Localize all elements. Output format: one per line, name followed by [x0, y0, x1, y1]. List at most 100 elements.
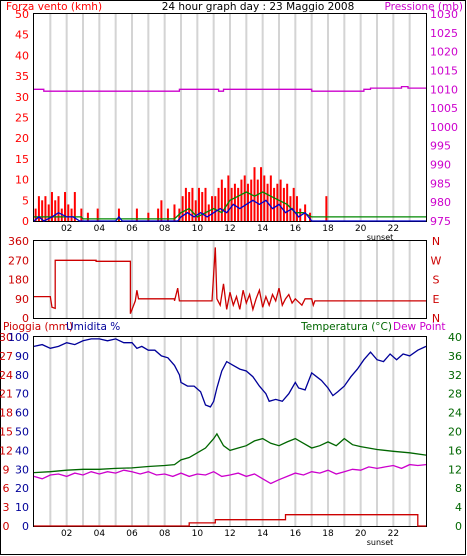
pressure-tick-label: 1015: [430, 64, 458, 77]
pressure-tick-label: 1010: [430, 83, 458, 96]
humidity-tick-label: 70: [15, 388, 29, 401]
pressure-tick-label: 975: [430, 215, 451, 228]
rain-line: [34, 514, 426, 527]
gust-bar: [147, 212, 150, 221]
pressure-line: [34, 85, 426, 92]
gust-bar: [197, 187, 200, 221]
direction-tick-label: 0: [22, 312, 29, 325]
gust-bar: [201, 192, 204, 221]
sunset-label-bottom: sunset: [367, 538, 394, 547]
temperature-line: [33, 432, 427, 474]
wind-tick-label: 0: [22, 215, 29, 228]
gust-bar: [160, 200, 163, 221]
wind-speed-axis: 0 5 10 15 20 25 30 35 40 45 50: [15, 8, 29, 228]
pressure-tick-label: 980: [430, 196, 451, 209]
sunset-label-top: sunset: [367, 233, 394, 242]
temperature-tick-label: 4: [455, 501, 462, 514]
pressure-tick-label: 1005: [430, 102, 458, 115]
wind-tick-label: 45: [15, 29, 29, 42]
gust-bar: [57, 196, 60, 221]
rain-tick-label: 15: [0, 426, 13, 439]
gust-bar: [240, 179, 243, 221]
hour-tick-label: 14: [257, 529, 269, 539]
gust-bar: [80, 208, 83, 221]
gust-bar: [237, 187, 240, 221]
humidity-axis-title: Umidita %: [66, 321, 120, 333]
gust-bar: [269, 175, 272, 221]
gust-bar: [184, 187, 187, 221]
temperature-tick-label: 0: [455, 520, 462, 533]
wind-tick-label: 35: [15, 70, 29, 83]
chart-title: 24 hour graph day : 23 Maggio 2008: [162, 1, 355, 13]
gust-bar: [217, 187, 220, 221]
humidity-tick-label: 10: [15, 501, 29, 514]
gust-bar: [41, 200, 44, 221]
humidity-tick-label: 30: [15, 463, 29, 476]
hour-tick-label: 20: [355, 224, 367, 234]
wind-tick-label: 40: [15, 49, 29, 62]
wind-speed-line: [33, 199, 426, 222]
gust-bar: [157, 208, 160, 221]
hour-tick-label: 12: [224, 224, 235, 234]
rain-tick-label: 3: [3, 501, 10, 514]
gust-bar: [34, 208, 37, 221]
pressure-tick-label: 990: [430, 159, 451, 172]
temperature-tick-label: 12: [448, 463, 462, 476]
direction-plot-border: [33, 240, 427, 319]
gust-bar: [64, 192, 67, 221]
gust-bar: [214, 196, 217, 221]
pressure-tick-label: 1000: [430, 121, 458, 134]
hour-tick-label: 18: [322, 224, 334, 234]
temperature-tick-label: 16: [448, 444, 462, 457]
rain-tick-label: 27: [0, 350, 13, 363]
gust-bar: [135, 208, 138, 221]
gust-bar: [286, 183, 289, 221]
pressure-axis-title: Pressione (mb): [384, 1, 463, 13]
hour-tick-label: 06: [126, 529, 138, 539]
gust-bar: [256, 179, 259, 221]
hour-tick-label: 12: [224, 529, 235, 539]
rain-tick-label: 6: [3, 482, 10, 495]
rht-plot-border: [33, 336, 427, 527]
direction-tick-label: 270: [8, 254, 29, 267]
gust-bar: [263, 175, 266, 221]
gust-bar: [309, 212, 312, 221]
hour-tick-label: 14: [257, 224, 269, 234]
pressure-tick-label: 1025: [430, 27, 458, 40]
hour-tick-label: 16: [290, 224, 302, 234]
temperature-tick-label: 28: [448, 388, 462, 401]
gust-bar: [47, 204, 50, 221]
humidity-tick-label: 20: [15, 482, 29, 495]
wind-x-axis: 02 04 06 08 10 12 14 16 18 20 22: [61, 224, 399, 234]
humidity-tick-label: 60: [15, 407, 29, 420]
gust-bar: [295, 196, 298, 221]
gust-bar: [204, 187, 207, 221]
humidity-line: [33, 338, 427, 408]
gust-bar: [70, 208, 73, 221]
gust-bar: [279, 179, 282, 221]
wind-tick-label: 25: [15, 112, 29, 125]
gust-bar: [207, 204, 210, 221]
gust-bar: [250, 179, 253, 221]
wind-pressure-grid: [49, 14, 411, 221]
wind-tick-label: 15: [15, 153, 29, 166]
dewpoint-line: [33, 463, 427, 485]
wind-axis-title: Forza vento (kmh): [6, 1, 102, 13]
temperature-tick-label: 40: [448, 331, 462, 344]
gust-bar: [54, 200, 57, 221]
gust-bar: [188, 192, 191, 221]
pressure-tick-label: 995: [430, 140, 451, 153]
wind-tick-label: 20: [15, 132, 29, 145]
gust-bar: [233, 183, 236, 221]
hour-tick-label: 04: [94, 224, 106, 234]
compass-label: N: [432, 235, 440, 248]
gust-bar: [325, 196, 328, 221]
wind-tick-label: 50: [15, 8, 29, 21]
compass-label: E: [433, 293, 440, 306]
gust-bar: [50, 192, 53, 221]
gust-bar: [224, 187, 227, 221]
